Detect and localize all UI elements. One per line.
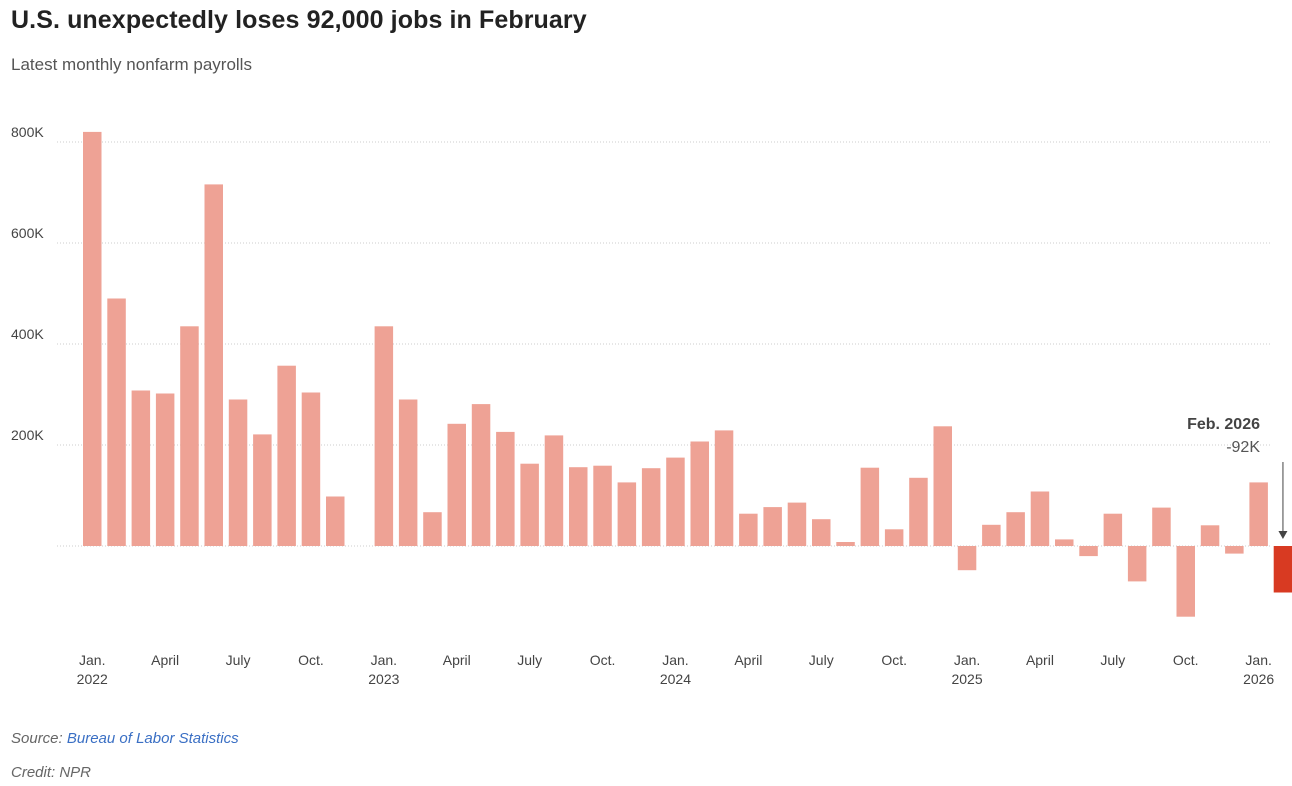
x-tick-label: Oct. <box>590 652 616 668</box>
bar <box>155 393 175 546</box>
gridlines <box>57 141 1270 547</box>
bar <box>1103 513 1123 546</box>
y-axis-labels: 200K 400K 600K 800K <box>11 124 44 443</box>
bar <box>909 477 928 546</box>
source-label: Source: <box>11 730 67 747</box>
bar <box>787 502 807 546</box>
x-tick-label: Jan. <box>371 652 397 668</box>
bar <box>471 404 491 546</box>
bar <box>204 184 223 546</box>
bar <box>1006 512 1025 546</box>
x-tick-label: July <box>517 652 542 668</box>
bar <box>569 467 588 546</box>
bar <box>301 392 321 546</box>
bar <box>1030 491 1050 546</box>
x-tick-label: Jan. <box>662 652 688 668</box>
bar <box>1225 546 1244 554</box>
bar <box>83 131 102 546</box>
x-tick-label: April <box>734 652 762 668</box>
bar <box>1079 546 1098 557</box>
bar <box>277 365 296 546</box>
x-tick-year-label: 2023 <box>368 671 399 687</box>
bar-highlight <box>1273 546 1292 593</box>
x-tick-label: April <box>443 652 471 668</box>
x-tick-label: Oct. <box>1173 652 1199 668</box>
x-tick-label: Jan. <box>79 652 105 668</box>
x-axis-labels: Jan. 2022 April July Oct. Jan. 2023 April July Oc… <box>77 652 1275 687</box>
x-tick-label: April <box>151 652 179 668</box>
bar <box>812 519 831 546</box>
x-tick-year-label: 2025 <box>951 671 982 687</box>
bar <box>739 513 758 546</box>
bar <box>374 326 394 546</box>
bar <box>1176 546 1195 617</box>
source-line: Source: Bureau of Labor Statistics <box>11 730 239 747</box>
credit-line: Credit: NPR <box>11 764 92 781</box>
x-tick-label: July <box>1100 652 1125 668</box>
bar <box>1152 507 1171 546</box>
bar <box>520 463 539 546</box>
bar <box>617 482 637 546</box>
x-tick-year-label: 2022 <box>77 671 108 687</box>
bar <box>1127 546 1147 582</box>
bar <box>982 524 1001 546</box>
bar <box>180 326 199 546</box>
bar <box>253 434 272 546</box>
bar <box>884 529 904 546</box>
bar <box>690 441 709 546</box>
bar <box>1055 539 1074 546</box>
bar <box>423 512 442 546</box>
bar <box>593 465 612 546</box>
bar <box>447 423 466 546</box>
x-tick-year-label: 2026 <box>1243 671 1274 687</box>
bar <box>496 431 515 546</box>
bar <box>228 399 248 546</box>
y-tick-label: 400K <box>11 326 44 342</box>
x-tick-label: Jan. <box>1245 652 1271 668</box>
bar <box>1200 525 1220 546</box>
bar <box>714 430 734 546</box>
y-tick-label: 600K <box>11 225 44 241</box>
x-tick-label: Oct. <box>881 652 907 668</box>
bar <box>326 496 345 546</box>
chart-title: U.S. unexpectedly loses 92,000 jobs in F… <box>11 6 587 34</box>
annotation: Feb. 2026 -92K <box>1187 416 1288 539</box>
bar <box>544 435 564 546</box>
bar <box>107 298 126 546</box>
bars <box>83 131 1292 617</box>
annotation-arrowhead-icon <box>1278 531 1288 539</box>
x-tick-label: July <box>226 652 251 668</box>
bar <box>957 546 977 571</box>
bar <box>860 467 880 546</box>
y-tick-label: 200K <box>11 427 44 443</box>
bar <box>933 426 952 546</box>
bar <box>836 542 855 546</box>
source-link[interactable]: Bureau of Labor Statistics <box>66 730 239 747</box>
annotation-label: Feb. 2026 <box>1187 416 1260 433</box>
x-tick-label: April <box>1026 652 1054 668</box>
x-tick-label: Oct. <box>298 652 324 668</box>
bar <box>763 507 782 546</box>
bar <box>641 468 661 546</box>
y-tick-label: 800K <box>11 124 44 140</box>
x-tick-year-label: 2024 <box>660 671 691 687</box>
bar <box>131 390 151 546</box>
chart-subtitle: Latest monthly nonfarm payrolls <box>11 55 252 74</box>
x-tick-label: July <box>809 652 834 668</box>
annotation-value: -92K <box>1226 439 1260 456</box>
x-tick-label: Jan. <box>954 652 980 668</box>
bar <box>398 399 418 546</box>
bar <box>1249 482 1268 546</box>
bar <box>666 457 685 546</box>
